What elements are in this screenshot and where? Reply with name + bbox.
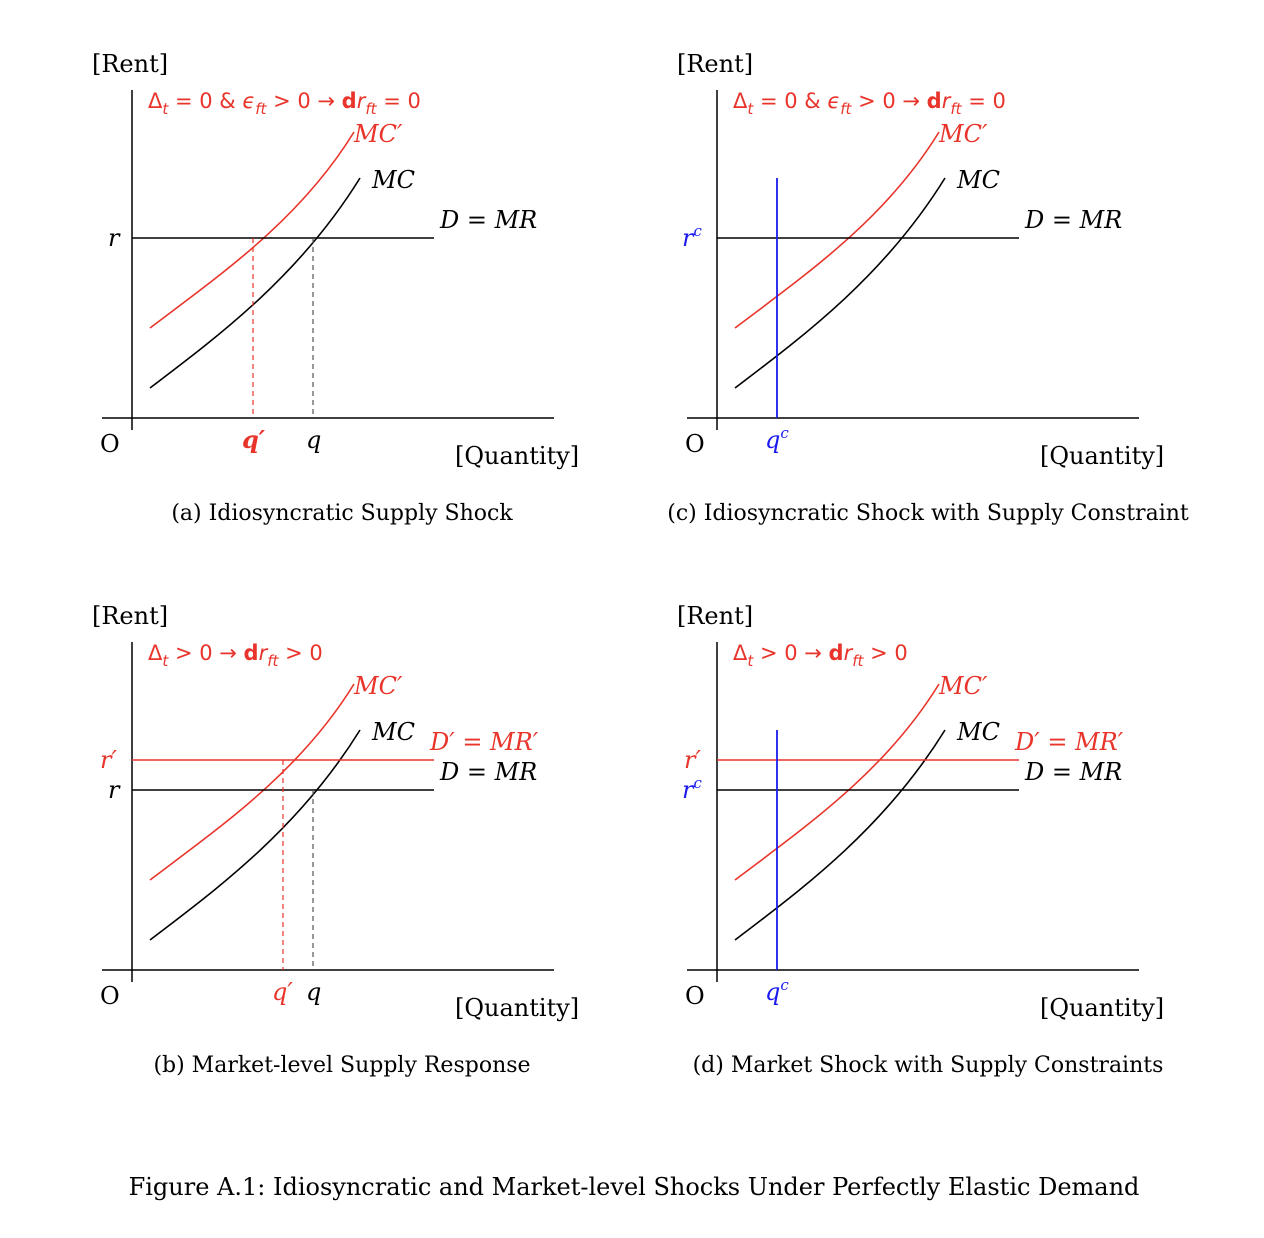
q-tick-label: q (306, 426, 321, 454)
panel-d: [Rent] O [Quantity] Δt > 0 → drft > 0 MC… (677, 602, 1164, 1078)
mc-prime-curve (734, 683, 940, 881)
y-axis-title: [Rent] (677, 602, 753, 630)
q-prime-tick-label: q′ (272, 978, 293, 1006)
demand-label: D = MR (1024, 206, 1122, 234)
demand-prime-label: D′ = MR′ (1014, 728, 1124, 756)
mc-prime-label: MC′ (938, 672, 988, 700)
panel-b: [Rent] O [Quantity] Δt > 0 → drft > 0 MC… (92, 602, 579, 1078)
q-prime-tick-label: q′ (242, 425, 266, 454)
mc-prime-curve (149, 683, 355, 881)
mc-label: MC (956, 166, 1000, 194)
panel-caption: (d) Market Shock with Supply Constraints (693, 1053, 1164, 1078)
demand-label: D = MR (439, 758, 537, 786)
mc-prime-label: MC′ (353, 672, 403, 700)
x-axis-title: [Quantity] (455, 994, 579, 1022)
mc-prime-curve (734, 131, 940, 329)
condition-label: Δt = 0 & ϵft > 0 → drft = 0 (148, 89, 421, 118)
mc-curve (734, 729, 946, 941)
mc-label: MC (371, 718, 415, 746)
mc-curve (149, 177, 361, 389)
r-prime-tick-label: r′ (100, 746, 117, 774)
origin-label: O (100, 982, 120, 1010)
panel-caption: (b) Market-level Supply Response (153, 1053, 530, 1078)
demand-label: D = MR (1024, 758, 1122, 786)
q-tick-label: q (306, 978, 321, 1006)
qc-tick-label: qc (765, 424, 789, 454)
mc-label: MC (956, 718, 1000, 746)
x-axis-title: [Quantity] (1040, 442, 1164, 470)
y-axis-title: [Rent] (92, 602, 168, 630)
r-prime-tick-label: r′ (684, 746, 701, 774)
panel-c: [Rent] O [Quantity] Δt = 0 & ϵft > 0 → d… (667, 50, 1189, 526)
y-axis-title: [Rent] (677, 50, 753, 78)
rc-tick-label: rc (682, 222, 702, 252)
demand-prime-label: D′ = MR′ (429, 728, 539, 756)
condition-label: Δt > 0 → drft > 0 (148, 641, 323, 670)
origin-label: O (685, 982, 705, 1010)
panel-caption: (c) Idiosyncratic Shock with Supply Cons… (667, 501, 1189, 526)
condition-label: Δt = 0 & ϵft > 0 → drft = 0 (733, 89, 1006, 118)
mc-label: MC (371, 166, 415, 194)
r-tick-label: r (108, 224, 121, 252)
mc-prime-curve (149, 131, 355, 329)
figure-caption: Figure A.1: Idiosyncratic and Market-lev… (129, 1173, 1140, 1201)
r-tick-label: r (108, 776, 121, 804)
panel-caption: (a) Idiosyncratic Supply Shock (171, 501, 513, 526)
demand-label: D = MR (439, 206, 537, 234)
qc-tick-label: qc (765, 976, 789, 1006)
condition-label: Δt > 0 → drft > 0 (733, 641, 908, 670)
rc-tick-label: rc (682, 774, 702, 804)
mc-prime-label: MC′ (353, 120, 403, 148)
y-axis-title: [Rent] (92, 50, 168, 78)
x-axis-title: [Quantity] (1040, 994, 1164, 1022)
mc-curve (734, 177, 946, 389)
origin-label: O (100, 430, 120, 458)
mc-curve (149, 729, 361, 941)
origin-label: O (685, 430, 705, 458)
panel-a: [Rent] O [Quantity] Δt = 0 & ϵft > 0 → d… (92, 50, 579, 526)
mc-prime-label: MC′ (938, 120, 988, 148)
x-axis-title: [Quantity] (455, 442, 579, 470)
